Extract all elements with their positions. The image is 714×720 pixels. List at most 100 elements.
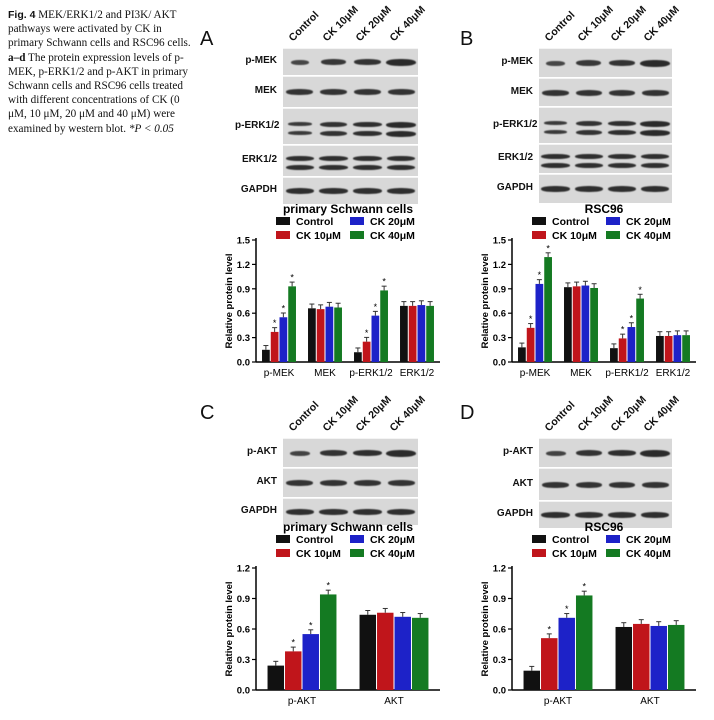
blot-band <box>386 165 416 170</box>
blot-band <box>319 188 348 194</box>
panel-letter-d: D <box>460 402 475 424</box>
legend-label: Control <box>552 216 589 228</box>
blot-label: p-AKT <box>503 446 533 457</box>
bar <box>359 614 377 690</box>
blot-strip <box>539 174 672 203</box>
legend-swatch <box>350 549 364 557</box>
bar <box>615 626 633 690</box>
blot-strip <box>539 78 672 106</box>
blot-band <box>642 481 669 488</box>
panel-letter-b: B <box>460 28 474 50</box>
chart-title: RSC96 <box>585 202 624 216</box>
blot-band <box>385 58 417 66</box>
blot-strip <box>539 468 672 500</box>
lane-header-2: CK 20μM <box>353 3 395 44</box>
y-tick-label: 0.6 <box>237 625 250 636</box>
blot-strip <box>539 107 672 143</box>
bar <box>262 349 270 362</box>
chart-title: primary Schwann cells <box>283 202 413 216</box>
blot-label: p-AKT <box>247 446 277 457</box>
bar <box>334 307 342 362</box>
figure-label: Fig. 4 <box>8 9 36 21</box>
bar <box>325 306 334 362</box>
x-category-label: MEK <box>570 368 592 379</box>
blot-label: p-ERK1/2 <box>493 118 538 130</box>
lane-header-3: CK 40μM <box>641 393 683 434</box>
legend-label: CK 10μM <box>296 230 341 242</box>
blot-band <box>640 449 671 457</box>
bar <box>610 348 618 362</box>
lane-header-0: Control <box>542 9 578 45</box>
blot-band <box>320 130 348 136</box>
bar <box>667 624 685 690</box>
blot-band <box>319 156 348 161</box>
blot-band <box>353 480 381 486</box>
blot-band <box>543 120 568 125</box>
blot-band <box>640 59 671 67</box>
caption-panel-range: a–d <box>8 51 26 64</box>
lane-header-2: CK 20μM <box>608 3 649 44</box>
bar <box>581 285 590 362</box>
legend-label: Control <box>552 534 589 546</box>
bar <box>558 617 575 690</box>
bar <box>354 352 362 362</box>
blot-strip <box>539 48 672 77</box>
y-tick-label: 0.0 <box>237 358 250 369</box>
legend-swatch <box>532 231 546 239</box>
bar <box>426 305 434 362</box>
y-tick-label: 1.2 <box>493 260 506 271</box>
significance-star: * <box>565 604 569 614</box>
blot-band <box>385 121 417 128</box>
blot-band <box>353 450 382 456</box>
blot-strip <box>283 498 418 525</box>
blot-strip <box>283 468 418 497</box>
blot-label: MEK <box>254 85 277 96</box>
x-category-label: p-AKT <box>544 696 572 707</box>
blot-band <box>386 188 416 194</box>
lane-header-0: Control <box>286 399 322 434</box>
significance-star: * <box>382 277 386 287</box>
bar <box>664 335 673 362</box>
blot-band <box>641 154 670 159</box>
legend-label: CK 20μM <box>370 216 415 228</box>
x-category-label: AKT <box>384 696 403 707</box>
legend-swatch <box>606 217 620 225</box>
blot-band <box>288 130 312 135</box>
blot-band <box>575 129 603 135</box>
y-tick-label: 0.6 <box>237 309 250 320</box>
significance-star: * <box>290 273 294 283</box>
blot-band <box>285 156 315 161</box>
blot-strip <box>283 108 418 144</box>
blot-strip <box>283 48 418 75</box>
blot-band <box>576 60 602 66</box>
bar <box>544 257 552 362</box>
blot-strip <box>283 76 418 107</box>
significance-star: * <box>374 302 378 312</box>
blot-band <box>320 450 348 456</box>
y-tick-label: 0.3 <box>237 333 250 344</box>
blot-band <box>290 59 310 65</box>
blot-label: GAPDH <box>496 508 533 519</box>
bar <box>316 309 325 362</box>
lane-header-3: CK 40μM <box>387 393 428 434</box>
blot-strip <box>283 145 418 176</box>
bar <box>656 335 664 362</box>
bar <box>411 617 429 690</box>
y-tick-label: 0.0 <box>493 358 506 369</box>
figure-caption: Fig. 4 MEK/ERK1/2 and PI3K/ AKT pathways… <box>8 8 194 136</box>
lane-header-2: CK 20μM <box>353 393 395 434</box>
y-tick-label: 0.6 <box>493 625 506 636</box>
lane-header-0: Control <box>286 9 322 45</box>
bar <box>288 286 296 362</box>
bar <box>400 305 408 362</box>
legend-label: Control <box>296 216 333 228</box>
blot-label: AKT <box>512 477 533 489</box>
bar <box>319 594 337 690</box>
blot-label: ERK1/2 <box>497 152 533 163</box>
y-axis-label: Relative protein level <box>224 581 235 676</box>
legend-swatch <box>276 549 290 557</box>
bar <box>541 638 558 690</box>
y-tick-label: 1.2 <box>237 564 250 575</box>
blot-band <box>642 89 669 96</box>
